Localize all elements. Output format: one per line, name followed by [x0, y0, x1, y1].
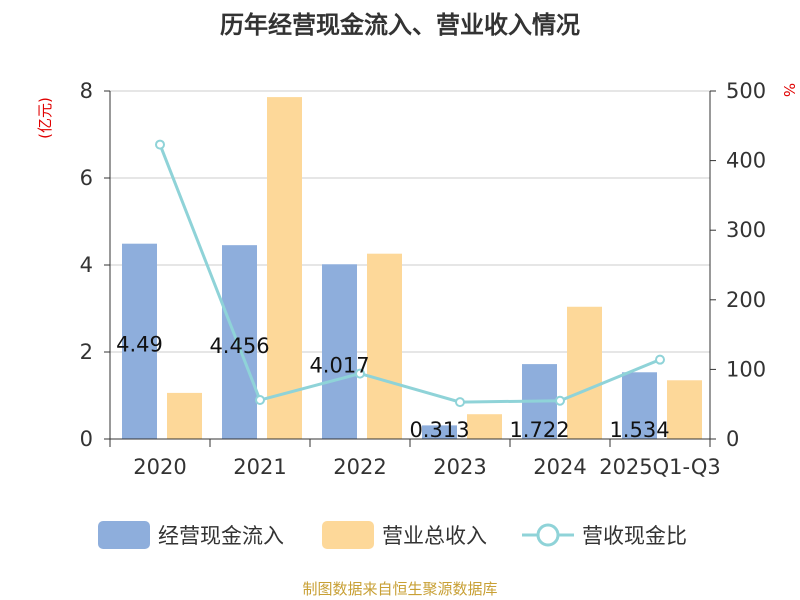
- bar-data-label: 4.017: [309, 353, 369, 377]
- chart-title: 历年经营现金流入、营业收入情况: [220, 11, 580, 39]
- bar-data-label: 1.534: [609, 418, 669, 442]
- ratio-line-point: [655, 354, 665, 365]
- bar-data-label: 0.313: [409, 418, 469, 442]
- ratio-line-point: [355, 368, 365, 379]
- bar-cash-inflow: [422, 425, 457, 439]
- bar-cash-inflow: [122, 243, 157, 439]
- axes: [104, 90, 716, 447]
- ratio-line-point: [555, 395, 565, 406]
- legend: 经营现金流入 营业总收入 营收现金比: [98, 521, 687, 549]
- data-labels: 4.49 4.456 4.017 0.313 1.722 1.534: [116, 333, 669, 442]
- ratio-line-path: [158, 144, 661, 404]
- bars: [122, 97, 702, 439]
- bar-data-label: 1.722: [509, 418, 569, 442]
- bar-revenue: [467, 414, 502, 439]
- ratio-line-point: [155, 139, 165, 150]
- legend-label: 营业总收入: [382, 524, 487, 548]
- x-tick-label: 2020: [133, 455, 186, 479]
- bar-revenue: [667, 380, 702, 439]
- y-right-tick-label: 500: [726, 79, 766, 103]
- legend-swatch: [98, 521, 150, 549]
- y-right-tick-label: 300: [726, 218, 766, 242]
- y-right-tick-label: 400: [726, 149, 766, 173]
- bar-data-label: 4.456: [209, 334, 269, 358]
- bar-revenue: [567, 306, 602, 439]
- x-tick-label: 2025Q1-Q3: [599, 455, 721, 479]
- source-note: 制图数据来自恒生聚源数据库: [302, 580, 497, 598]
- bar-cash-inflow: [622, 372, 657, 439]
- bar-data-label: 4.49: [116, 333, 163, 357]
- y-right-tick-label: 0: [726, 427, 739, 451]
- legend-label: 营收现金比: [582, 524, 687, 548]
- y-left-unit: (亿元): [36, 97, 54, 139]
- legend-label: 经营现金流入: [158, 524, 284, 548]
- y-right-tick-label: 100: [726, 357, 766, 381]
- tick-labels: 0 2 4 6 8 0 100 200 300 400 500 2020 2021 2022 2023 202…: [80, 79, 766, 479]
- ratio-line-point: [255, 395, 265, 406]
- legend-marker: [536, 523, 560, 547]
- legend-swatch: [322, 521, 374, 549]
- y-left-tick-label: 6: [80, 166, 93, 190]
- x-tick-label: 2021: [233, 455, 286, 479]
- y-left-tick-label: 0: [80, 427, 93, 451]
- y-left-tick-label: 4: [80, 253, 93, 277]
- grid: [110, 90, 710, 353]
- x-tick-label: 2023: [433, 455, 486, 479]
- y-right-unit: %: [780, 83, 798, 97]
- bar-revenue: [367, 253, 402, 439]
- bar-cash-inflow: [322, 264, 357, 439]
- y-left-tick-label: 2: [80, 340, 93, 364]
- bar-revenue: [167, 392, 202, 439]
- ratio-line-point: [455, 397, 465, 408]
- y-left-tick-label: 8: [80, 79, 93, 103]
- y-right-tick-label: 200: [726, 288, 766, 312]
- bar-cash-inflow: [222, 245, 257, 439]
- x-tick-label: 2022: [333, 455, 386, 479]
- bar-revenue: [267, 97, 302, 439]
- ratio-line: [155, 139, 665, 408]
- x-tick-label: 2024: [533, 455, 586, 479]
